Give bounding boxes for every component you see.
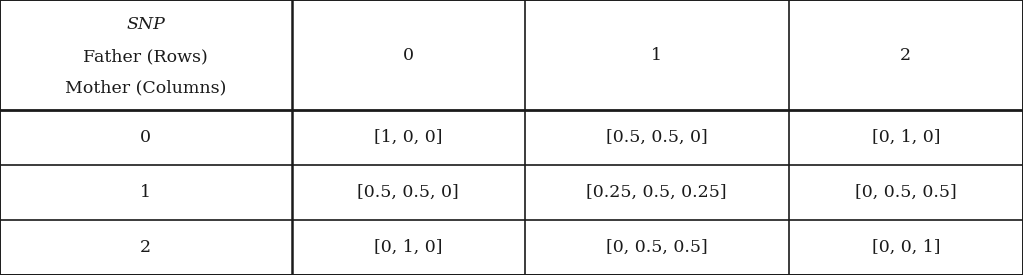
Text: [1, 0, 0]: [1, 0, 0] (374, 129, 442, 146)
Text: 1: 1 (140, 184, 151, 201)
Text: 2: 2 (140, 239, 151, 256)
Text: [0.25, 0.5, 0.25]: [0.25, 0.5, 0.25] (586, 184, 727, 201)
Text: 0: 0 (140, 129, 151, 146)
Text: [0.5, 0.5, 0]: [0.5, 0.5, 0] (357, 184, 459, 201)
Text: [0, 1, 0]: [0, 1, 0] (872, 129, 940, 146)
Text: [0.5, 0.5, 0]: [0.5, 0.5, 0] (606, 129, 708, 146)
Text: [0, 0.5, 0.5]: [0, 0.5, 0.5] (606, 239, 708, 256)
Text: 1: 1 (652, 46, 662, 64)
Text: [0, 0.5, 0.5]: [0, 0.5, 0.5] (855, 184, 957, 201)
Text: [0, 0, 1]: [0, 0, 1] (872, 239, 940, 256)
Text: [0, 1, 0]: [0, 1, 0] (374, 239, 442, 256)
Text: Father (Rows): Father (Rows) (84, 49, 208, 66)
Text: 0: 0 (403, 46, 413, 64)
Text: Mother (Columns): Mother (Columns) (65, 79, 226, 97)
Text: 2: 2 (900, 46, 911, 64)
Text: SNP: SNP (126, 16, 166, 33)
